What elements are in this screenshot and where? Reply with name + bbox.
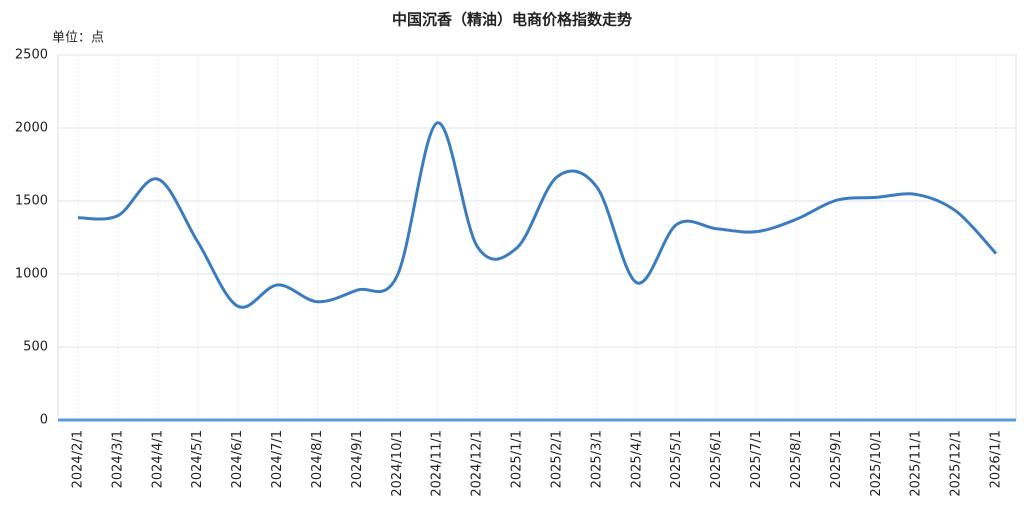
x-tick-label: 2024/8/1 — [310, 430, 325, 488]
x-tick-label: 2025/7/1 — [749, 430, 764, 488]
x-tick-label: 2025/3/1 — [589, 430, 604, 488]
x-tick-label: 2024/12/1 — [470, 430, 485, 497]
x-tick-label: 2024/7/1 — [270, 430, 285, 488]
x-tick-label: 2025/11/1 — [909, 430, 924, 497]
x-tick-label: 2025/5/1 — [669, 430, 684, 488]
chart-title: 中国沉香（精油）电商价格指数走势 — [392, 11, 632, 29]
x-tick-label: 2024/2/1 — [71, 430, 86, 488]
x-tick-label: 2025/12/1 — [949, 430, 964, 497]
line — [77, 121, 998, 309]
x-tick-label: 2024/3/1 — [110, 430, 125, 488]
x-tick-label: 2026/1/1 — [989, 430, 1004, 488]
x-tick-label: 2024/5/1 — [190, 430, 205, 488]
y-tick-label: 0 — [40, 413, 48, 428]
y-tick-label: 500 — [23, 340, 48, 355]
x-tick-label: 2025/10/1 — [869, 430, 884, 497]
x-tick-label: 2025/4/1 — [629, 430, 644, 488]
x-tick-label: 2025/6/1 — [709, 430, 724, 488]
x-tick-label: 2025/1/1 — [510, 430, 525, 488]
x-tick-label: 2024/11/1 — [430, 430, 445, 497]
x-tick-label: 2024/6/1 — [230, 430, 245, 488]
y-tick-label: 1000 — [15, 267, 48, 282]
x-tick-label: 2024/10/1 — [390, 430, 405, 497]
plot-frame — [57, 54, 1017, 421]
unit-label: 单位：点 — [52, 31, 104, 46]
x-tick-label: 2025/2/1 — [549, 430, 564, 488]
y-tick-label: 2500 — [15, 48, 48, 63]
x-tick-label: 2024/4/1 — [150, 430, 165, 488]
x-tick-label: 2025/9/1 — [829, 430, 844, 488]
x-tick-label: 2024/9/1 — [350, 430, 365, 488]
y-tick-label: 2000 — [15, 121, 48, 136]
x-tick-label: 2025/8/1 — [789, 430, 804, 488]
y-tick-label: 1500 — [15, 194, 48, 209]
